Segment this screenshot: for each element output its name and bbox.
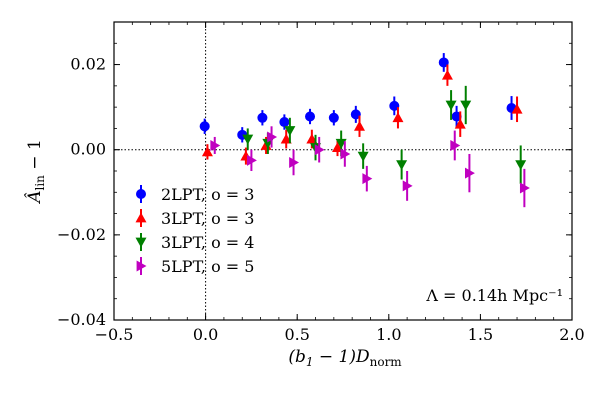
- data-point: [519, 182, 530, 194]
- series-2: [201, 64, 523, 165]
- annotation: Λ = 0.14h Mpc⁻¹: [425, 286, 563, 305]
- x-axis-label-sub2: norm: [370, 355, 403, 369]
- x-axis-label-mid: − 1)D: [313, 347, 370, 367]
- legend-label: 5LPT, o = 5: [161, 257, 254, 276]
- data-point: [305, 111, 316, 122]
- x-tick-label: 0.0: [193, 325, 218, 344]
- data-point: [289, 156, 300, 168]
- data-point: [441, 69, 453, 80]
- legend-marker: [135, 212, 147, 223]
- x-tick-label: 2.0: [559, 325, 584, 344]
- plot-content: [114, 22, 572, 320]
- data-point: [465, 167, 475, 179]
- data-point: [445, 100, 457, 111]
- legend-marker: [136, 260, 147, 272]
- data-point: [438, 57, 449, 68]
- data-point: [451, 111, 462, 122]
- data-point: [450, 139, 461, 151]
- y-axis-label-lead: Â: [24, 191, 45, 205]
- x-axis-label-sub1: 1: [306, 355, 314, 369]
- data-point: [460, 100, 472, 111]
- data-point: [257, 112, 268, 123]
- y-tick-label: 0.00: [70, 140, 106, 159]
- legend-label: 2LPT, o = 3: [161, 185, 254, 204]
- legend-marker: [136, 189, 146, 199]
- data-point: [511, 103, 523, 114]
- data-point: [396, 160, 408, 171]
- legend-label: 3LPT, o = 3: [161, 209, 254, 228]
- legend-marker: [135, 237, 147, 248]
- axes: −0.5 0.0 0.5 1.0 1.5 2.0 −0.04 −0.02 0.00 0.02: [57, 21, 585, 344]
- y-tick-label: 0.02: [70, 55, 106, 74]
- data-point: [392, 112, 404, 123]
- x-tick-label: 1.5: [468, 325, 493, 344]
- data-point: [353, 120, 365, 131]
- legend-label: 3LPT, o = 4: [161, 233, 254, 252]
- x-axis-label-lead: (b: [288, 347, 306, 367]
- data-point: [357, 151, 369, 162]
- series-1: [199, 53, 517, 143]
- data-point: [328, 112, 339, 123]
- legend: 2LPT, o = 3 3LPT, o = 3 3LPT, o = 4 5LPT, o…: [135, 185, 254, 276]
- y-tick-label: −0.02: [57, 225, 106, 244]
- data-point: [284, 126, 296, 137]
- y-axis-label-tail: − 1: [25, 139, 45, 175]
- series-3: [242, 85, 527, 184]
- data-point: [350, 109, 361, 120]
- data-point: [402, 180, 413, 192]
- y-axis-label: Âlin − 1: [24, 139, 47, 205]
- data-point: [279, 117, 290, 128]
- data-point: [314, 144, 325, 156]
- x-tick-label: 1.0: [376, 325, 401, 344]
- data-point: [247, 154, 257, 166]
- data-point: [201, 146, 213, 157]
- x-axis-label: (b1 − 1)Dnorm: [288, 347, 402, 369]
- data-point: [454, 118, 466, 129]
- data-point: [389, 100, 400, 111]
- x-tick-label: 0.5: [284, 325, 309, 344]
- data-point: [267, 131, 278, 143]
- data-point: [210, 139, 221, 151]
- data-point: [199, 121, 210, 132]
- data-point: [515, 160, 527, 171]
- y-tick-label: −0.04: [57, 310, 106, 329]
- series-4: [210, 126, 530, 208]
- data-point: [340, 148, 351, 160]
- data-point: [362, 173, 373, 185]
- x-tick-label: −0.5: [95, 325, 134, 344]
- data-point: [242, 134, 254, 145]
- y-axis-label-sub: lin: [33, 175, 47, 191]
